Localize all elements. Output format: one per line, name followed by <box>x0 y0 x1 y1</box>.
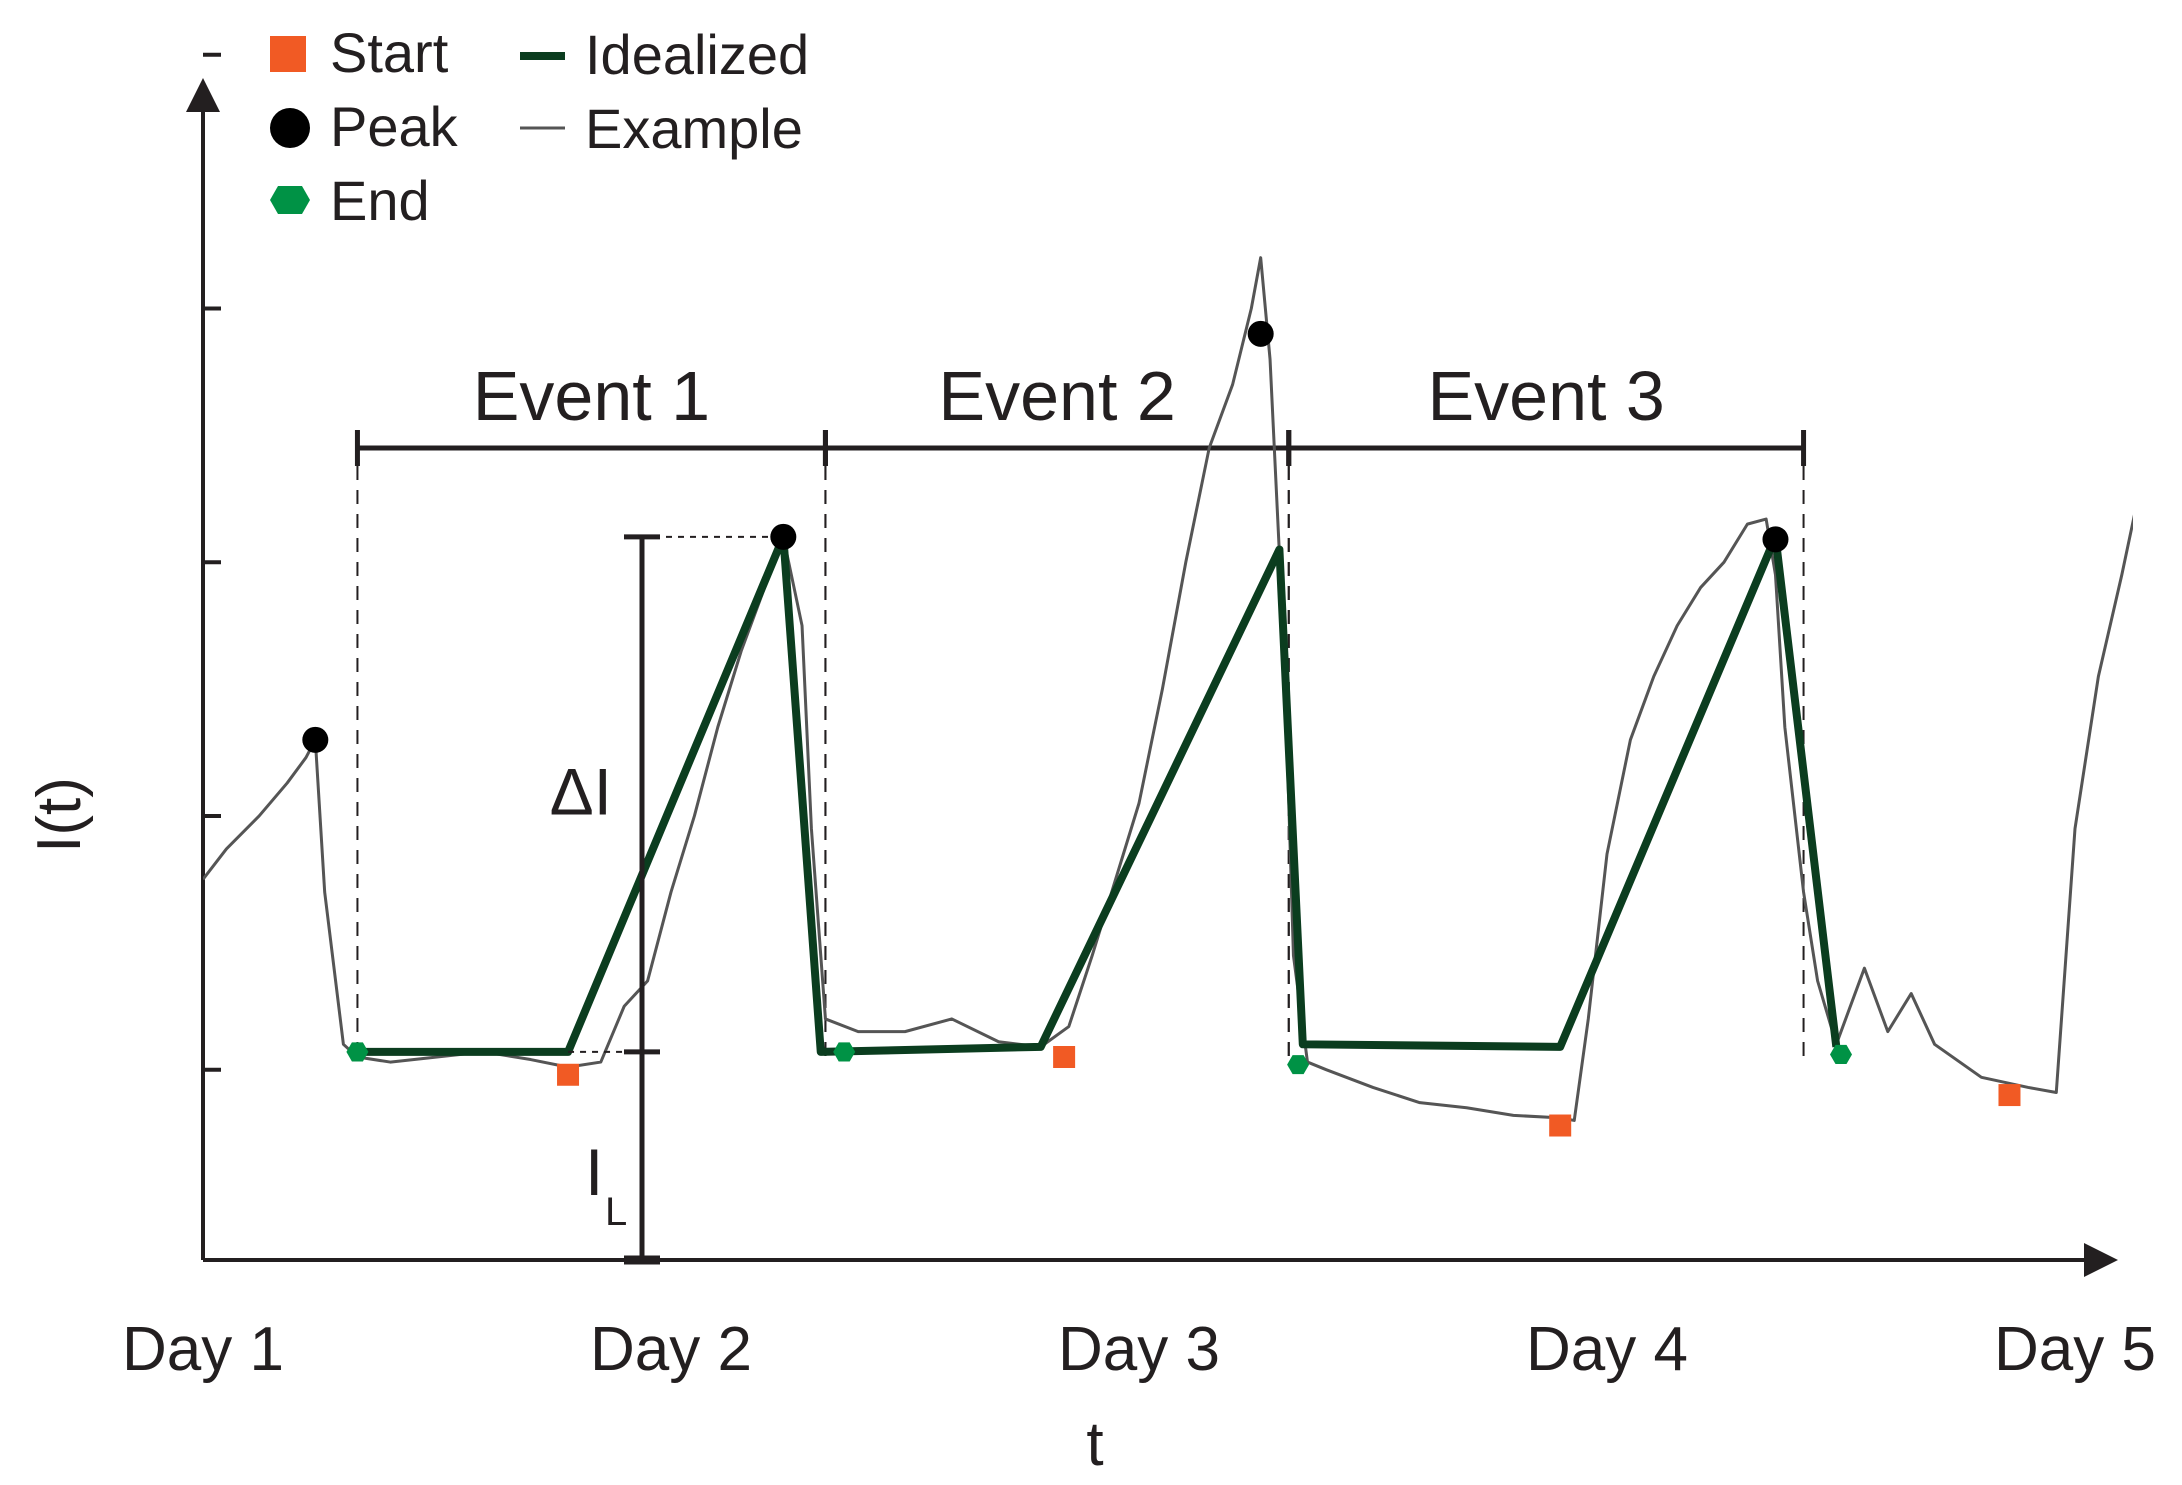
legend-example-label: Example <box>585 97 803 160</box>
start-marker <box>1549 1114 1572 1137</box>
end-marker <box>1830 1044 1852 1064</box>
x-tick-label: Day 3 <box>1058 1315 1220 1384</box>
peak-marker <box>302 726 329 753</box>
legend: Start Peak End Idealized Example <box>270 21 809 232</box>
event-markers <box>302 320 2021 1137</box>
x-axis-label: t <box>1086 1410 1103 1479</box>
x-tick-label: Day 5 <box>1994 1315 2156 1384</box>
baseline-i-label: I <box>585 1135 603 1209</box>
legend-idealized-label: Idealized <box>585 23 809 86</box>
delta-annotation: ΔI IL <box>550 534 784 1265</box>
legend-end-label: End <box>330 169 430 232</box>
peak-marker <box>770 523 797 550</box>
start-marker <box>557 1063 580 1086</box>
end-marker <box>1287 1055 1310 1075</box>
y-axis-label: I(t) <box>25 777 94 853</box>
start-marker <box>1998 1084 2021 1107</box>
example-series-line <box>203 256 2133 1122</box>
legend-end-marker <box>270 186 310 214</box>
peak-marker <box>1247 320 1274 347</box>
end-marker <box>346 1042 369 1062</box>
legend-peak-label: Peak <box>330 95 459 158</box>
event-label: Event 3 <box>1427 357 1664 435</box>
peak-marker <box>1762 526 1789 553</box>
baseline-subscript: L <box>605 1190 627 1234</box>
x-axis-arrow <box>2084 1243 2118 1277</box>
idealized-series-line <box>357 532 1841 1056</box>
x-tick-label: Day 4 <box>1526 1315 1688 1384</box>
legend-start-marker <box>270 36 306 72</box>
legend-peak-marker <box>270 108 310 148</box>
event-brackets: Event 1 Event 2 Event 3 <box>354 357 1807 1057</box>
event-label: Event 1 <box>473 357 710 435</box>
legend-start-label: Start <box>330 21 449 84</box>
y-axis-arrow <box>186 78 220 112</box>
x-tick-label: Day 1 <box>122 1315 284 1384</box>
x-tick-label: Day 2 <box>590 1315 752 1384</box>
delta-i-label: ΔI <box>550 754 612 828</box>
axes: Day 1 Day 2 Day 3 Day 4 Day 5 t I(t) <box>25 52 2156 1479</box>
start-marker <box>1053 1046 1076 1068</box>
event-label: Event 2 <box>938 357 1175 435</box>
end-marker <box>833 1042 856 1062</box>
